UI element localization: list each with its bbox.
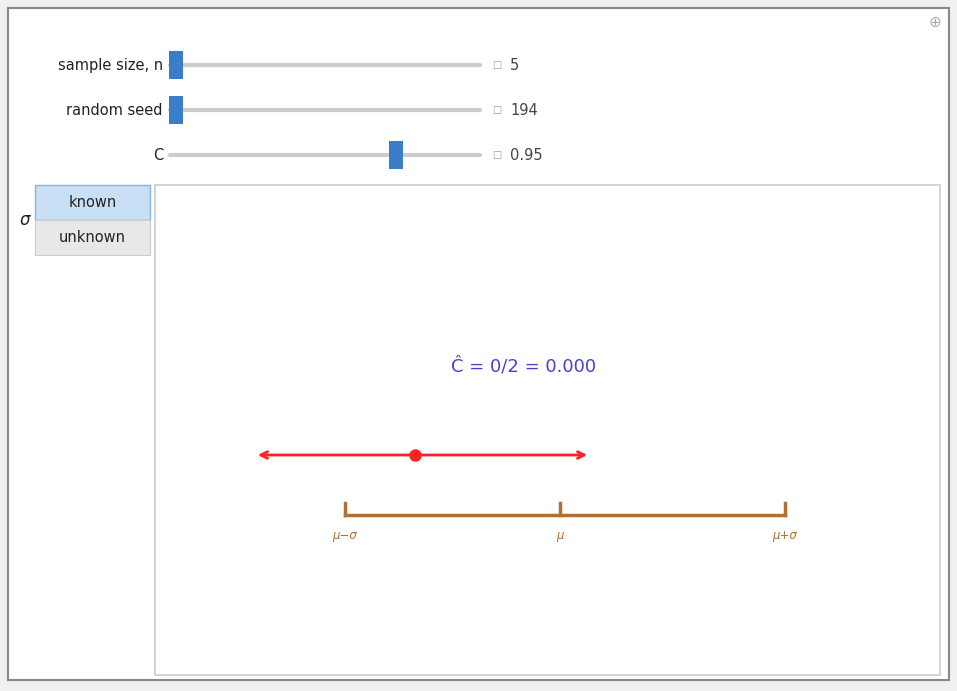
Bar (389, 141, 403, 169)
Text: μ: μ (556, 529, 564, 542)
Text: known: known (68, 195, 117, 210)
Text: C: C (153, 147, 163, 162)
Text: μ−σ: μ−σ (333, 529, 357, 542)
Text: □: □ (492, 105, 501, 115)
Bar (35, 220, 150, 255)
Text: sample size, n: sample size, n (57, 57, 163, 73)
Text: □: □ (492, 150, 501, 160)
Text: □: □ (492, 60, 501, 70)
Bar (169, 51, 183, 79)
Text: 194: 194 (510, 102, 538, 117)
Bar (35, 185, 150, 220)
Text: σ: σ (20, 211, 31, 229)
Bar (155, 185, 940, 675)
Text: Ĉ = 0/2 = 0.000: Ĉ = 0/2 = 0.000 (452, 357, 596, 375)
Text: random seed: random seed (66, 102, 163, 117)
Text: 5: 5 (510, 57, 520, 73)
Text: unknown: unknown (59, 230, 126, 245)
Text: 0.95: 0.95 (510, 147, 543, 162)
Bar (169, 96, 183, 124)
Text: μ+σ: μ+σ (772, 529, 797, 542)
Text: ⊕: ⊕ (928, 15, 942, 30)
